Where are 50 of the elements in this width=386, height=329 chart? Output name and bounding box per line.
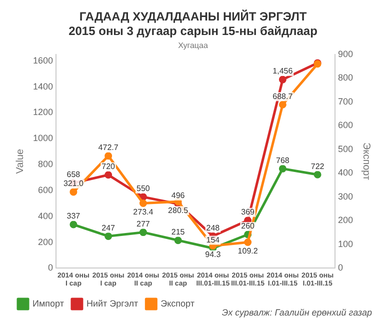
y2-tick-label: 500: [338, 144, 354, 154]
y-tick-label: 600: [38, 184, 54, 195]
y2-tick-label: 800: [338, 72, 354, 83]
y-tick-label: 800: [38, 159, 54, 170]
y-axis-title: Value: [14, 148, 26, 174]
y2-tick-label: 900: [338, 48, 354, 59]
data-label: 321.0: [63, 179, 84, 188]
y2-tick-label: 600: [338, 120, 354, 130]
y-tick-label: 0: [48, 262, 54, 273]
y2-tick-label: 400: [338, 168, 354, 178]
y2-tick-label: 700: [338, 96, 354, 106]
data-label: 720: [102, 162, 116, 172]
y2-tick-label: 300: [338, 191, 354, 202]
data-label: 247: [102, 223, 116, 232]
data-label: 768: [276, 156, 290, 165]
legend-label: Импорт: [32, 298, 64, 308]
y2-tick-label: 200: [338, 215, 354, 226]
text: Эх сурвалж: Гаалийн ерөнхий газар: [222, 308, 372, 318]
data-label: 496: [171, 191, 186, 200]
data-label: 94.3: [205, 250, 222, 259]
legend-label: Нийт Эргэлт: [86, 298, 138, 308]
data-label: 688.7: [272, 92, 294, 101]
data-label: 273.4: [133, 207, 154, 216]
legend-label: Экспорт: [160, 298, 194, 308]
data-label: 277: [136, 220, 150, 229]
y-tick-label: 1200: [32, 107, 54, 118]
y-tick-label: 200: [38, 236, 54, 247]
y-tick-label: 1000: [32, 133, 54, 144]
y2-tick-label: 0: [338, 262, 343, 273]
data-label: 280.5: [168, 206, 189, 215]
text: ГАДААД ХУДАЛДААНЫ НИЙТ ЭРГЭЛТ: [79, 10, 307, 24]
data-label: 1,456: [272, 66, 294, 76]
data-label: 472.7: [98, 143, 119, 152]
data-label: 248: [206, 223, 220, 232]
data-label: 109.2: [238, 246, 258, 256]
y-tick-label: 1600: [32, 55, 54, 66]
data-label: 215: [171, 228, 186, 237]
data-label: 658: [66, 170, 81, 180]
x-axis-title: Хугацаа: [178, 40, 208, 50]
y-tick-label: 400: [38, 210, 54, 221]
y-tick-label: 1400: [32, 81, 54, 92]
y2-axis-title: Экспорт: [360, 142, 372, 181]
data-label: 550: [136, 184, 150, 194]
data-label: 337: [66, 212, 81, 221]
data-label: 260: [241, 222, 256, 231]
text: 2015 оны 3 дугаар сарын 15-ны байдлаар: [68, 24, 318, 38]
data-label: 369: [241, 208, 256, 217]
data-label: 722: [310, 162, 325, 171]
y2-tick-label: 100: [338, 238, 354, 249]
data-label: 154: [206, 235, 220, 244]
